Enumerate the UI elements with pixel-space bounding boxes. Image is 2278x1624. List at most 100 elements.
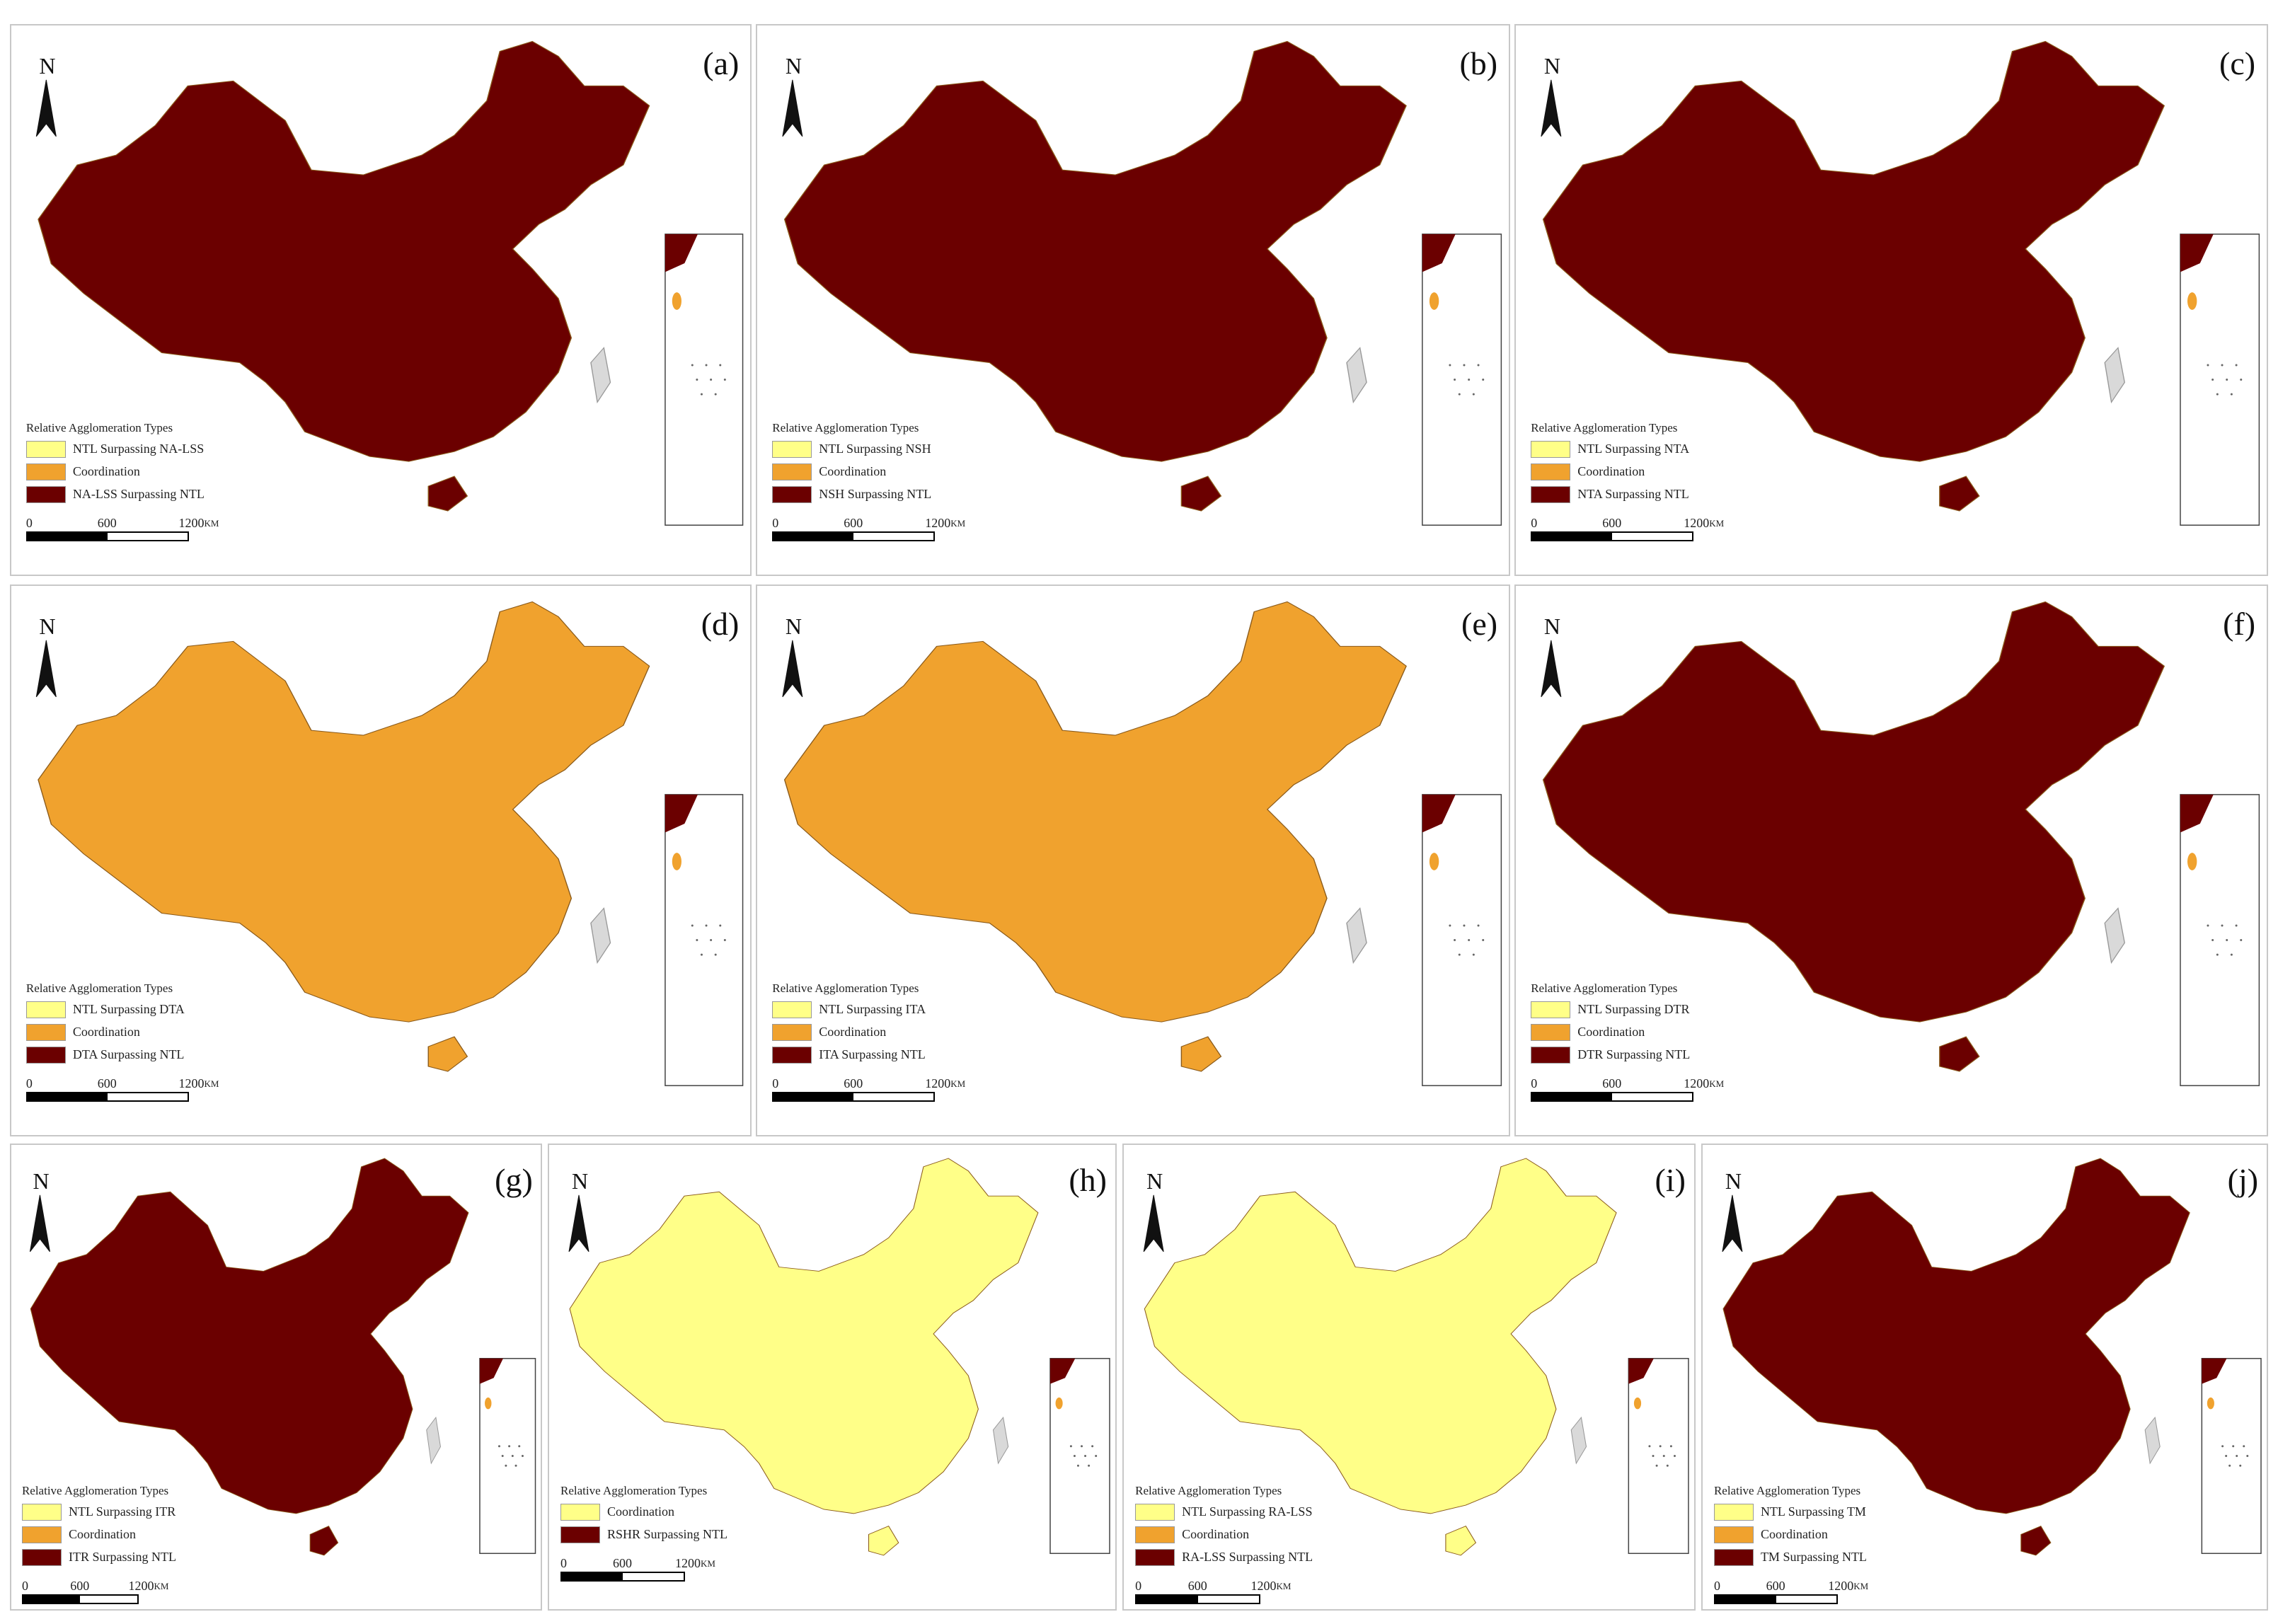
- north-arrow-label: N: [785, 52, 802, 79]
- scale-tick-label: 600: [1766, 1578, 1785, 1593]
- inset-islet: [1463, 924, 1466, 927]
- legend-swatch: [1713, 1548, 1754, 1566]
- legend-item: NTA Surpassing NTL: [1531, 485, 1689, 503]
- inset-hainan: [1429, 292, 1439, 310]
- legend-item: Coordination: [1713, 1526, 1828, 1543]
- legend-label: NTL Surpassing TM: [1760, 1504, 1866, 1519]
- legend-item: RSHR Surpassing NTL: [560, 1526, 727, 1543]
- south-china-sea-inset: [1628, 1358, 1689, 1555]
- inset-islet: [1449, 924, 1451, 927]
- scale-bar-segment: [27, 1093, 108, 1100]
- legend-item: NTL Surpassing TM: [1713, 1503, 1866, 1521]
- hainan-island: [1180, 1036, 1222, 1072]
- legend-label: RSHR Surpassing NTL: [607, 1527, 728, 1542]
- map-panel-h: N (h) Relative Agglomeration Types Coordina…: [548, 1144, 1117, 1611]
- map-svg: [782, 601, 1502, 1086]
- inset-hainan: [2187, 853, 2197, 870]
- legend-item: ITA Surpassing NTL: [772, 1046, 926, 1064]
- legend-swatch: [1531, 1001, 1571, 1018]
- legend-label: DTR Surpassing NTL: [1577, 1047, 1691, 1062]
- inset-islet: [696, 379, 698, 381]
- legend-title: Relative Agglomeration Types: [1135, 1483, 1282, 1497]
- scale-tick-label: 1200: [675, 1555, 701, 1570]
- inset-islet: [1662, 1455, 1665, 1458]
- inset-islet: [1648, 1445, 1651, 1448]
- inset-coast: [1422, 234, 1456, 272]
- inset-hainan: [1429, 853, 1439, 870]
- scale-bar: [1531, 531, 1694, 541]
- inset-islet: [2228, 1464, 2231, 1467]
- inset-islet: [714, 393, 717, 396]
- scale-tick-label: 600: [613, 1555, 632, 1570]
- north-arrow-icon: [1541, 79, 1562, 137]
- north-arrow-label: N: [785, 613, 802, 639]
- inset-islet: [1652, 1455, 1655, 1458]
- hainan-island: [868, 1525, 899, 1556]
- inset-islet: [700, 953, 703, 956]
- legend-item: Coordination: [1531, 463, 1645, 480]
- mainland-map: [1542, 40, 2165, 462]
- inset-islet: [2236, 1455, 2238, 1458]
- inset-coast: [665, 234, 698, 272]
- south-china-sea-inset: [2180, 234, 2260, 526]
- north-arrow-icon: [1541, 640, 1562, 698]
- inset-islet: [1091, 1445, 1094, 1448]
- scale-tick-label: 0: [772, 1076, 779, 1090]
- legend-item: Coordination: [25, 1023, 140, 1041]
- legend-label: NTL Surpassing RA-LSS: [1182, 1504, 1313, 1519]
- inset-islet: [710, 939, 713, 942]
- inset-islet: [1669, 1445, 1672, 1448]
- inset-hainan: [1633, 1397, 1642, 1410]
- south-china-sea-inset: [1422, 234, 1502, 526]
- inset-islet: [691, 364, 694, 367]
- legend-label: NTL Surpassing NTA: [1577, 442, 1690, 456]
- legend-item: Coordination: [560, 1503, 674, 1521]
- inset-islet: [1069, 1445, 1072, 1448]
- panel-label: (a): [703, 45, 740, 82]
- north-arrow-label: N: [1543, 613, 1560, 639]
- scale-bar-segment: [1715, 1595, 1776, 1603]
- legend-swatch: [772, 485, 812, 503]
- inset-islet: [723, 939, 726, 942]
- scale-bar: [25, 1091, 189, 1102]
- legend-title: Relative Agglomeration Types: [25, 420, 173, 434]
- legend-label: NSH Surpassing NTL: [819, 487, 932, 502]
- scale-tick-label: 600: [97, 1076, 117, 1090]
- inset-islet: [1073, 1455, 1076, 1458]
- scale-tick-label: 600: [844, 1076, 863, 1090]
- legend-item: DTR Surpassing NTL: [1531, 1046, 1691, 1064]
- legend-label: ITA Surpassing NTL: [819, 1047, 926, 1062]
- scale-unit: KM: [1709, 517, 1725, 529]
- map-panel-b: N (b) Relative Agglomeration Types NTL Surp…: [756, 24, 1510, 576]
- map-svg: [1722, 1158, 2262, 1556]
- inset-islet: [1454, 379, 1456, 381]
- legend-title: Relative Agglomeration Types: [1531, 981, 1678, 995]
- map-panel-i: N (i) Relative Agglomeration Types NTL Surp…: [1122, 1144, 1696, 1611]
- scale-tick-label: 1200: [1684, 1076, 1710, 1090]
- scale-tick-label: 0: [772, 515, 779, 530]
- legend-label: NTA Surpassing NTL: [1577, 487, 1689, 502]
- scale-unit: KM: [950, 1078, 966, 1089]
- scale-bar: [772, 1091, 936, 1102]
- legend-swatch: [1135, 1526, 1175, 1543]
- inset-islet: [691, 924, 694, 927]
- legend-swatch: [25, 440, 66, 458]
- legend-swatch: [25, 1023, 66, 1041]
- inset-islet: [705, 924, 708, 927]
- inset-islet: [1659, 1445, 1662, 1448]
- scale-tick-label: 1200: [1250, 1578, 1277, 1593]
- inset-islet: [2211, 379, 2214, 381]
- legend-swatch: [21, 1548, 62, 1566]
- legend-swatch: [1135, 1503, 1175, 1521]
- legend-item: NTL Surpassing NSH: [772, 440, 931, 458]
- legend-item: Coordination: [772, 1023, 886, 1041]
- taiwan-island: [590, 347, 611, 404]
- inset-islet: [2221, 924, 2224, 927]
- scale-bar: [1713, 1594, 1839, 1604]
- legend-swatch: [560, 1526, 600, 1543]
- south-china-sea-inset: [1049, 1358, 1110, 1555]
- scale-tick-label: 1200: [178, 515, 205, 530]
- inset-islet: [1477, 924, 1480, 927]
- scale-bar-segment: [562, 1572, 623, 1580]
- map-svg: [35, 601, 744, 1086]
